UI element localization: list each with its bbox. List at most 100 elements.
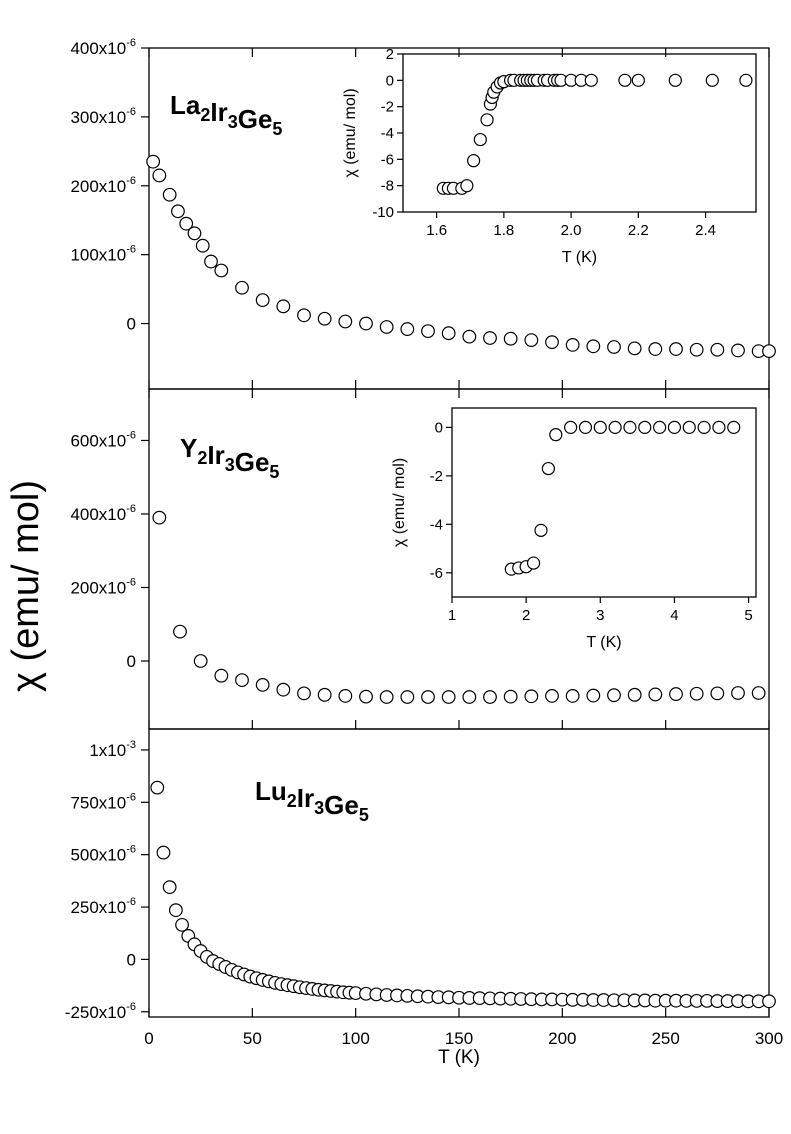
inset-x-axis-label: T (K): [562, 249, 597, 266]
inset-data-point: [578, 420, 593, 434]
inset-data-point: [653, 420, 667, 434]
inset-y-tick-label: -4: [381, 125, 394, 142]
inset-x-tick-label: 3: [596, 607, 604, 624]
data-point: [317, 687, 332, 702]
data-point: [152, 510, 167, 525]
inset-data-point: [480, 113, 494, 127]
y-tick-label: 0: [127, 950, 136, 969]
main-x-axis-label: T (K): [438, 1047, 480, 1068]
x-tick-label: 250: [651, 1029, 679, 1048]
panel-0: 0 100x10-6 200x10-6 300x10-6 400x10-6 La2Ir3G…: [70, 37, 776, 390]
data-point: [317, 311, 332, 326]
inset-x-tick-label: 1: [448, 607, 456, 624]
inset-data-point: [638, 420, 652, 434]
y-tick-label: 400x10-6: [70, 503, 136, 524]
inset-data-point: [697, 420, 711, 434]
data-point: [545, 335, 559, 350]
inset-data-point: [705, 73, 719, 87]
data-point: [400, 322, 415, 336]
inset-data-point: [549, 428, 563, 442]
inset-x-tick-label: 2.2: [628, 222, 649, 239]
inset-data-point: [564, 420, 578, 434]
inset-data-point: [608, 420, 622, 434]
plot-layer: 0 100x10-6 200x10-6 300x10-6 400x10-6 La2Ir3G…: [65, 37, 783, 1048]
inset-data-point: [712, 420, 726, 434]
data-point: [338, 314, 353, 329]
inset-plot: -10 -8 -6 -4 -2 0 2 1.6 1.8 2.0 2.2 2.4 T (K) χ (emu/…: [342, 46, 757, 266]
y-tick-label: 200x10-6: [70, 576, 136, 597]
inset-data-point: [739, 73, 753, 87]
inset-y-tick-label: -6: [381, 151, 394, 168]
data-point: [607, 340, 621, 354]
data-point: [483, 331, 497, 345]
inset-x-tick-label: 2: [522, 607, 530, 624]
data-point: [214, 263, 229, 278]
y-tick-label: 300x10-6: [70, 106, 136, 127]
inset-data-point: [623, 420, 637, 434]
data-point: [162, 880, 177, 895]
data-point: [156, 845, 171, 860]
y-tick-label: 400x10-6: [70, 37, 136, 58]
compound-label: Lu2Ir3Ge5: [255, 776, 369, 825]
data-point: [276, 299, 291, 314]
inset-x-tick-label: 1.6: [426, 222, 447, 239]
inset-data-point: [667, 420, 682, 434]
inset-data-point: [534, 523, 548, 537]
data-point: [524, 333, 539, 347]
inset-x-tick-label: 4: [670, 607, 678, 624]
inset-data-point: [526, 556, 541, 570]
data-point: [545, 689, 559, 703]
data-point: [565, 338, 580, 352]
inset-y-tick-label: -6: [430, 565, 443, 582]
data-point: [235, 673, 249, 688]
data-point: [731, 686, 745, 700]
y-tick-label: 200x10-6: [70, 175, 136, 196]
inset-data-point: [473, 132, 487, 147]
inset-y-axis-label: χ (emu/ mol): [391, 458, 408, 547]
data-point: [359, 689, 373, 704]
inset-plot: -6 -4 -2 0 1 2 3 4 5 T (K) χ (emu/ mol): [391, 407, 757, 651]
y-tick-label: 600x10-6: [70, 429, 136, 450]
data-point: [421, 690, 435, 704]
inset-data-point: [682, 420, 696, 434]
inset-y-tick-label: -10: [372, 204, 394, 221]
inset-y-tick-label: 0: [386, 72, 394, 89]
data-point: [297, 308, 311, 323]
y-tick-label: 750x10-6: [70, 791, 136, 812]
inset-x-tick-label: 2.0: [561, 222, 582, 239]
inset-data-point: [460, 179, 474, 193]
inset-frame: [451, 407, 757, 598]
data-point: [669, 687, 683, 701]
data-point: [421, 324, 435, 339]
data-point: [173, 624, 187, 639]
inset-x-tick-label: 2.4: [695, 222, 716, 239]
data-point: [710, 342, 725, 357]
y-tick-label: 0: [127, 315, 136, 334]
main-y-axis-label: χ (emu/ mol): [5, 480, 47, 692]
y-tick-label: 250x10-6: [70, 896, 136, 917]
data-point: [175, 917, 189, 932]
data-point: [179, 216, 194, 231]
inset-data-point: [593, 420, 607, 434]
x-tick-label: 0: [144, 1029, 153, 1048]
inset-y-tick-label: -2: [381, 99, 394, 116]
y-tick-label: 500x10-6: [70, 844, 136, 865]
data-point: [255, 293, 270, 308]
data-point: [762, 344, 776, 359]
data-point: [400, 690, 415, 704]
compound-label: La2Ir3Ge5: [170, 90, 282, 139]
data-point: [235, 280, 249, 295]
data-point: [689, 686, 704, 701]
data-point: [762, 994, 776, 1009]
x-tick-label: 200: [548, 1029, 576, 1048]
inset-data-point: [467, 154, 481, 168]
data-point: [441, 690, 456, 704]
data-point: [648, 342, 663, 356]
data-point: [607, 688, 621, 703]
data-point: [462, 329, 477, 344]
inset-y-tick-label: -4: [430, 516, 443, 533]
data-point: [441, 326, 456, 341]
inset-y-tick-label: 0: [435, 419, 443, 436]
data-point: [565, 689, 580, 703]
